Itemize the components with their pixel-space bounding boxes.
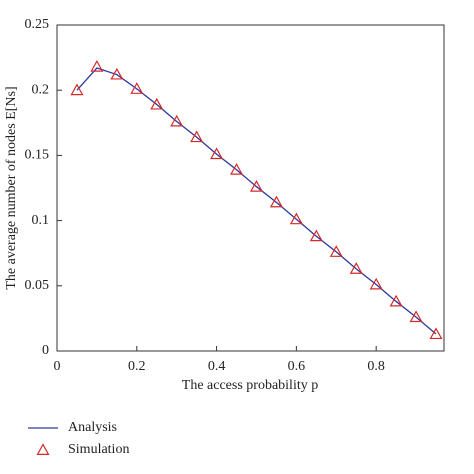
x-tick-label: 0.8: [367, 359, 385, 374]
x-tick-label: 0.6: [288, 359, 306, 374]
y-tick-label: 0.2: [32, 82, 50, 97]
marker: [230, 163, 244, 175]
marker: [269, 195, 283, 208]
legend-label: Simulation: [68, 442, 129, 457]
marker: [289, 212, 303, 225]
marker: [130, 82, 144, 94]
marker: [429, 327, 443, 340]
y-tick-label: 0.1: [32, 213, 50, 228]
plot-frame: [56, 24, 445, 352]
y-tick-label: 0.15: [25, 148, 50, 163]
y-axis-label: The average number of nodes E[Ns]: [4, 86, 19, 289]
marker: [70, 83, 84, 96]
marker: [249, 179, 264, 192]
marker: [369, 277, 383, 290]
marker: [329, 245, 343, 257]
marker: [409, 310, 423, 323]
x-tick-label: 0: [54, 359, 61, 374]
marker: [170, 114, 184, 127]
marker: [309, 229, 323, 242]
line: [76, 67, 437, 335]
marker: [190, 130, 204, 143]
legend-marker: [36, 443, 50, 455]
marker: [90, 59, 104, 72]
marker: [349, 262, 363, 274]
y-tick-label: 0.25: [25, 17, 50, 32]
x-tick-label: 0.2: [128, 359, 146, 374]
x-axis-label: The access probability p: [182, 378, 318, 393]
marker: [389, 294, 403, 307]
marker: [150, 97, 164, 110]
x-tick-label: 0.4: [208, 359, 226, 374]
y-tick-label: 0.05: [25, 278, 50, 293]
marker: [110, 67, 124, 80]
legend-label: Analysis: [68, 420, 117, 435]
y-tick-label: 0: [42, 343, 49, 358]
marker: [210, 147, 224, 160]
